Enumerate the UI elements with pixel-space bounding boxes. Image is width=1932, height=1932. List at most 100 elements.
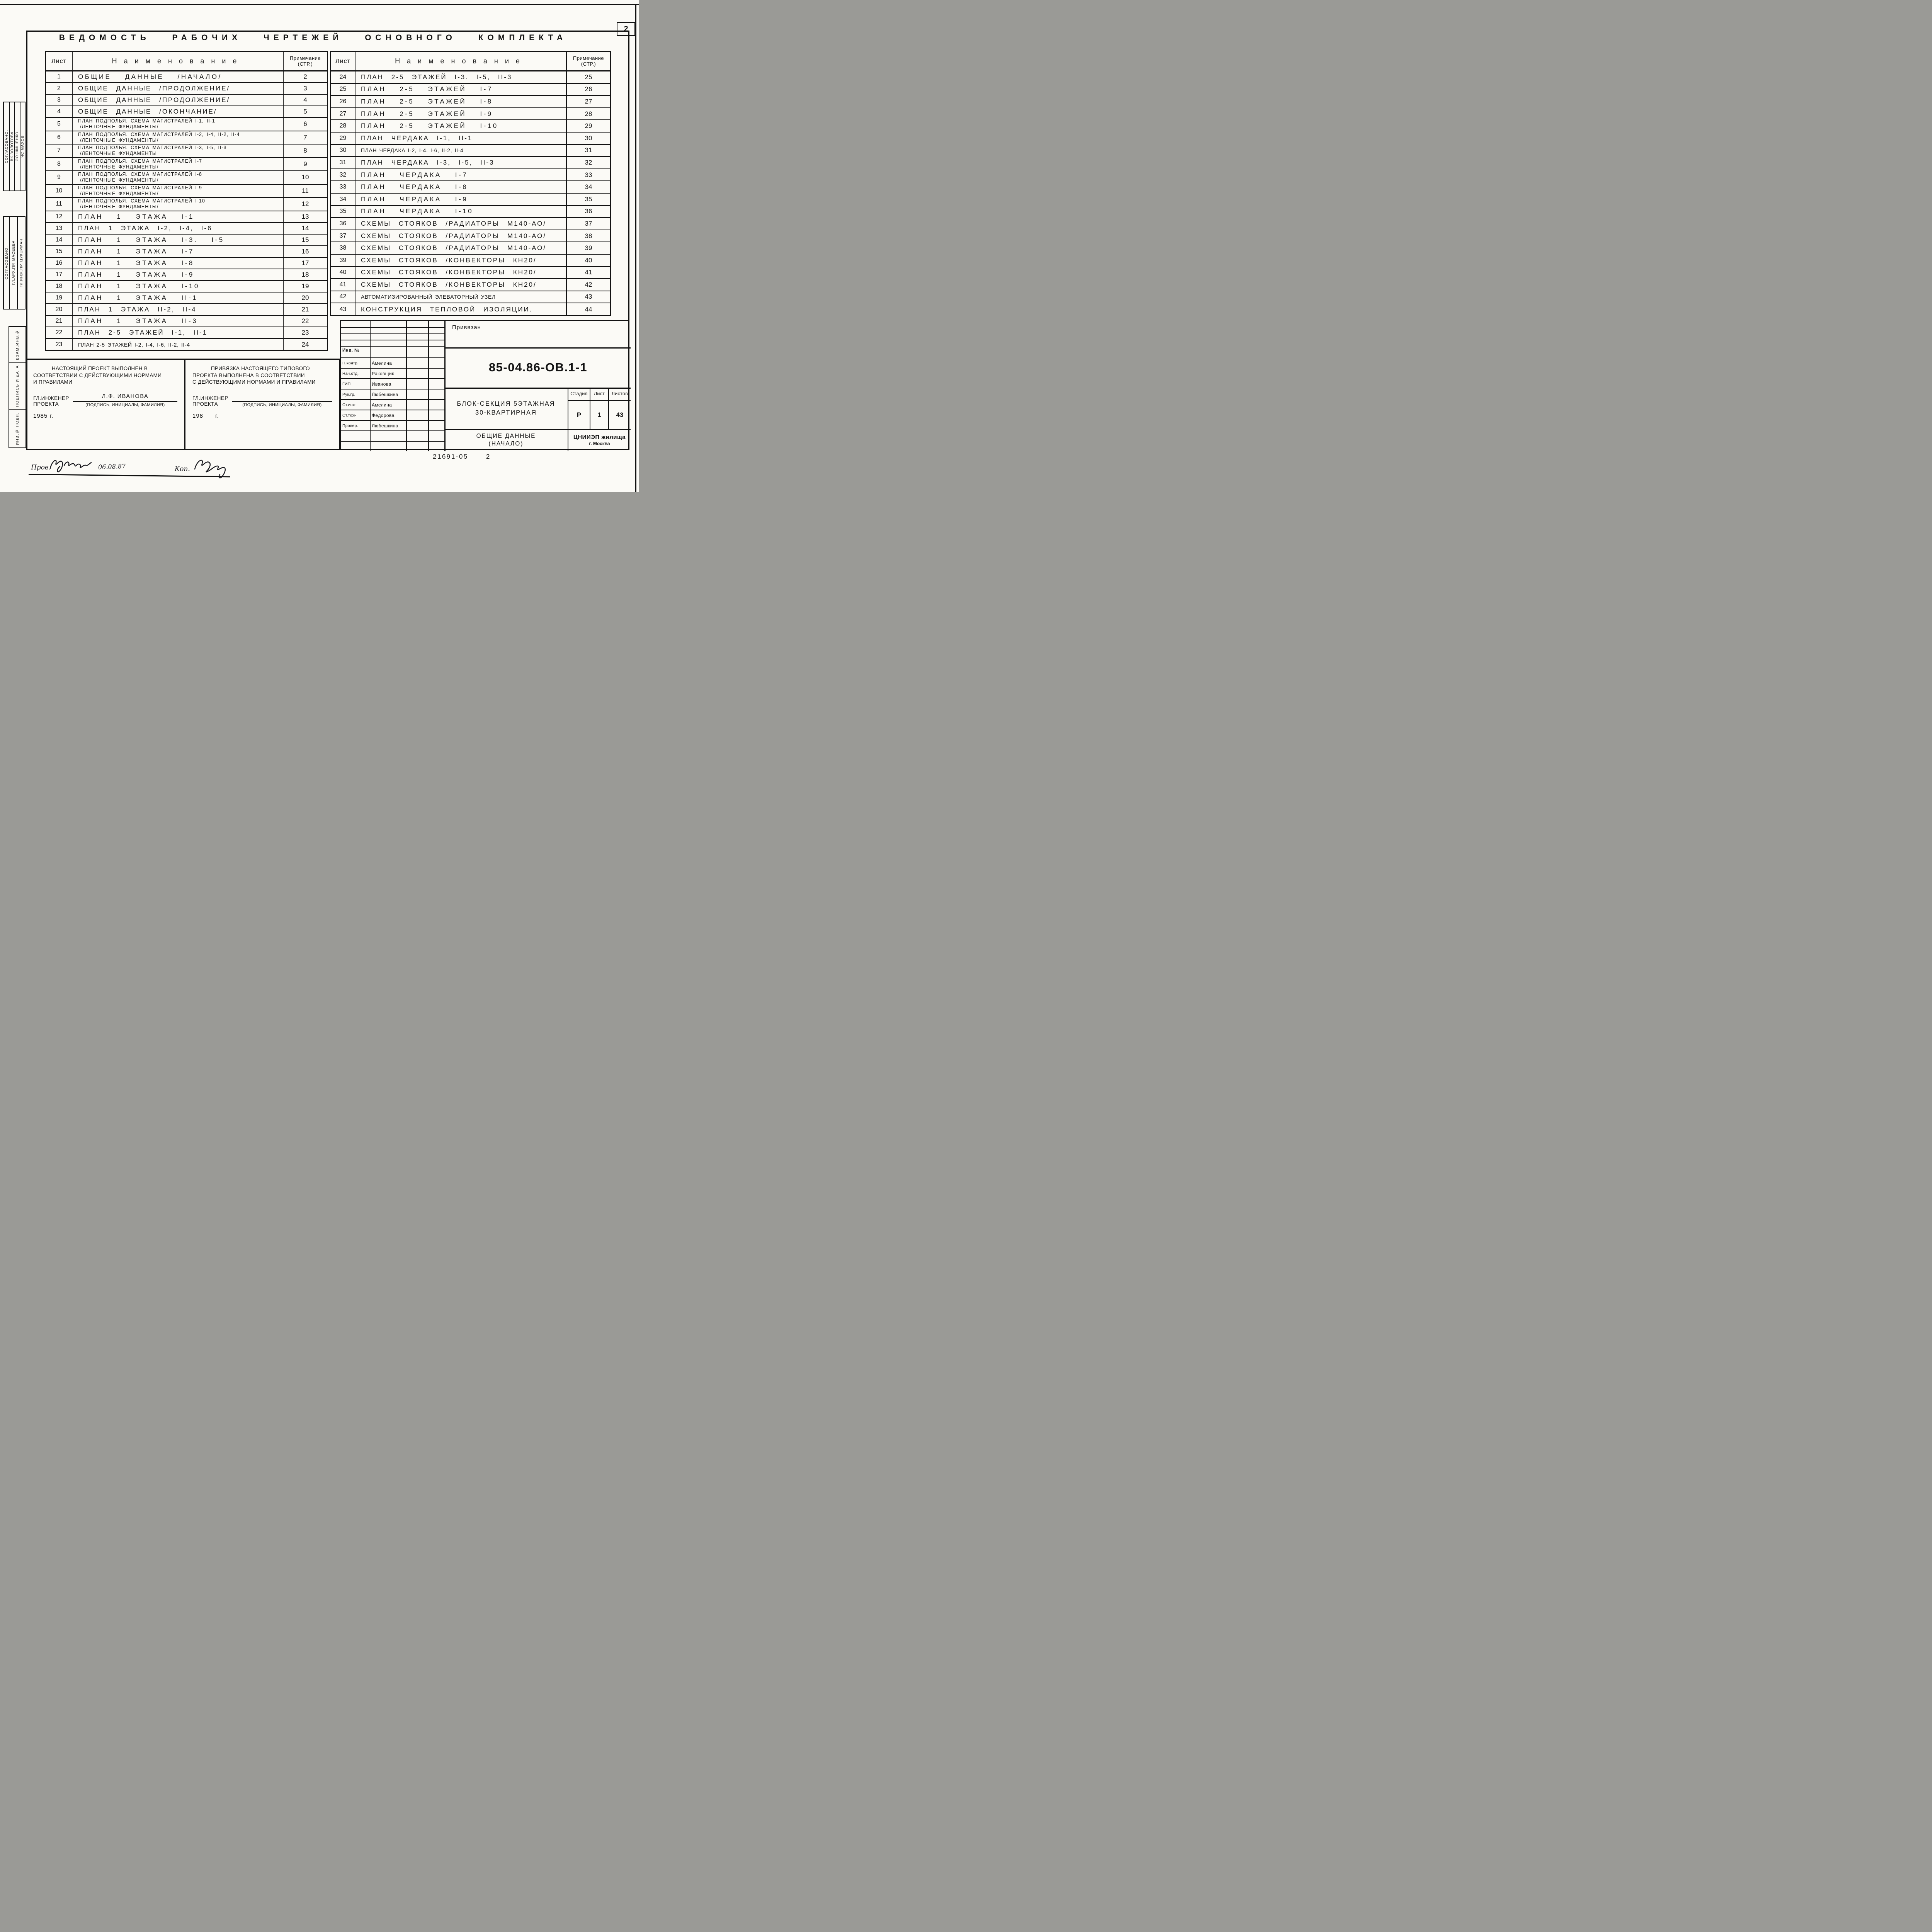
row-name: АВТОМАТИЗИРОВАННЫЙ ЭЛЕВАТОРНЫЙ УЗЕЛ xyxy=(355,291,567,303)
stamp-entry-text: ЧС МАХОВ xyxy=(20,135,25,158)
row-sheet-number: 3 xyxy=(46,95,73,105)
row-note-page: 2 xyxy=(303,73,307,80)
staff-row: Н.контр. Амелина xyxy=(341,358,444,369)
row-name-line1: ПЛАН ПОДПОЛЬЯ. СХЕМА МАГИСТРАЛЕЙ I-8 xyxy=(78,172,202,177)
inventory-number-label: Инв. № xyxy=(342,348,360,353)
row-name: ПЛАН 2-5 ЭТАЖЕЙ I-3. I-5, II-3 xyxy=(355,71,567,83)
row-note-page: 25 xyxy=(585,73,592,81)
row-name: ПЛАН 1 ЭТАЖА I-10 xyxy=(73,281,284,292)
table-row: 29 ПЛАН ЧЕРДАКА I-1, II-1 30 xyxy=(331,132,610,145)
staff-name: Амелина xyxy=(372,360,392,366)
table-row: 37 СХЕМЫ СТОЯКОВ /РАДИАТОРЫ М140-АО/ 38 xyxy=(331,230,610,243)
signature-row: ГЛ.ИНЖЕНЕР ПРОЕКТА Л.Ф. ИВАНОВА (ПОДПИСЬ… xyxy=(33,393,177,407)
row-name-line1: ПЛАН 1 ЭТАЖА II-2, II-4 xyxy=(78,305,197,313)
staff-row: Ст.инж. Амелина xyxy=(341,400,444,410)
sheet-right-border-line xyxy=(635,4,636,492)
table-row: 19 ПЛАН 1 ЭТАЖА II-1 20 xyxy=(46,292,327,304)
table-row: 6 ПЛАН ПОДПОЛЬЯ. СХЕМА МАГИСТРАЛЕЙ I-2, … xyxy=(46,131,327,145)
title-block-line xyxy=(444,347,631,349)
signature-row: ГЛ.ИНЖЕНЕР ПРОЕКТА (ПОДПИСЬ, ИНИЦИАЛЫ, Ф… xyxy=(192,393,332,407)
row-note-page: 44 xyxy=(585,306,592,313)
title-block-line xyxy=(444,429,631,430)
row-name-line1: СХЕМЫ СТОЯКОВ /КОНВЕКТОРЫ КН20/ xyxy=(361,256,537,264)
row-name-line1: ПЛАН ЧЕРДАКА I-2, I-4. I-6, II-2, II-4 xyxy=(361,147,464,154)
table-row: 3 ОБЩИЕ ДАННЫЕ /ПРОДОЛЖЕНИЕ/ 4 xyxy=(46,95,327,106)
row-name-line1: ПЛАН 2-5 ЭТАЖЕЙ I-10 xyxy=(361,122,498,130)
footer-page: 2 xyxy=(486,453,491,460)
row-name: ПЛАН 1 ЭТАЖА I-1 xyxy=(73,211,284,222)
row-name-line1: ПЛАН 2-5 ЭТАЖЕЙ I-1, II-1 xyxy=(78,328,208,336)
table-row: 15 ПЛАН 1 ЭТАЖА I-7 16 xyxy=(46,246,327,258)
table-row: 4 ОБЩИЕ ДАННЫЕ /ОКОНЧАНИЕ/ 5 xyxy=(46,106,327,118)
row-note-page: 7 xyxy=(303,133,307,141)
stamp-entry: ЧС МАХОВ xyxy=(20,102,25,190)
stamp-entry-text: ЭО ШИШЕНКО xyxy=(15,131,20,162)
row-sheet-number: 24 xyxy=(331,71,355,83)
row-name-line1: ПЛАН ЧЕРДАКА I-9 xyxy=(361,195,468,203)
stamp-entries: ВК ЗОЛОТОВА ЭО ШИШЕНКО ЧС МАХОВ xyxy=(10,102,25,190)
row-sheet-number: 10 xyxy=(46,184,73,197)
row-sheet-number: 15 xyxy=(46,246,73,257)
row-name: ПЛАН 2-5 ЭТАЖЕЙ I-9 xyxy=(355,108,567,120)
row-note-page: 38 xyxy=(585,232,592,240)
worklist-table-left: Лист Наименование Примечание (СТР.) 1 ОБ… xyxy=(45,51,328,351)
stage-sheet-header: Стадия Лист Листов xyxy=(568,388,631,401)
row-name: ПЛАН ЧЕРДАКА I-8 xyxy=(355,181,567,193)
table-row: 30 ПЛАН ЧЕРДАКА I-2, I-4. I-6, II-2, II-… xyxy=(331,145,610,157)
stamp-entry: ВК ЗОЛОТОВА xyxy=(10,102,15,190)
organization-name: ЦНИИЭП жилища xyxy=(573,434,626,440)
worklist-rows-right: 24 ПЛАН 2-5 ЭТАЖЕЙ I-3. I-5, II-3 25 25 … xyxy=(331,71,610,315)
row-sheet-number: 28 xyxy=(331,120,355,132)
row-sheet-number: 23 xyxy=(46,338,73,350)
row-name-line1: ПЛАН ПОДПОЛЬЯ. СХЕМА МАГИСТРАЛЕЙ I-2, I-… xyxy=(78,131,240,137)
row-name-line1: ПЛАН ЧЕРДАКА I-7 xyxy=(361,171,468,179)
row-note-page: 35 xyxy=(585,195,592,203)
inventory-stamp-inv: ИНВ.№ ПОДЛ. xyxy=(9,409,26,448)
row-name: СХЕМЫ СТОЯКОВ /КОНВЕКТОРЫ КН20/ xyxy=(355,279,567,291)
row-sheet-number: 27 xyxy=(331,108,355,120)
row-note-page: 32 xyxy=(585,158,592,166)
row-name: ПЛАН ЧЕРДАКА I-10 xyxy=(355,206,567,218)
row-note-page: 43 xyxy=(585,293,592,301)
row-sheet-number: 18 xyxy=(46,281,73,292)
row-note-page: 39 xyxy=(585,244,592,252)
row-name-line1: ПЛАН 1 ЭТАЖА II-3 xyxy=(78,317,198,325)
column-header-note: Примечание (СТР.) xyxy=(573,55,604,67)
column-header-note: Примечание (СТР.) xyxy=(289,55,321,67)
stamp-entry-text: ВК ЗОЛОТОВА xyxy=(10,131,15,162)
handwritten-kop-label: Коп. xyxy=(175,465,190,473)
row-note-page: 12 xyxy=(301,200,309,208)
table-row: 9 ПЛАН ПОДПОЛЬЯ. СХЕМА МАГИСТРАЛЕЙ I-8 /… xyxy=(46,171,327,185)
drawing-frame xyxy=(26,31,629,450)
row-sheet-number: 21 xyxy=(46,315,73,327)
signature-line: (ПОДПИСЬ, ИНИЦИАЛЫ, ФАМИЛИЯ) xyxy=(232,393,332,407)
staff-name: Раковщик xyxy=(372,371,394,376)
sheet-number: 2 xyxy=(624,24,628,33)
signer-name xyxy=(232,393,332,402)
table-row: 20 ПЛАН 1 ЭТАЖА II-2, II-4 21 xyxy=(46,304,327,316)
row-name: ПЛАН 1 ЭТАЖА I-3. I-5 xyxy=(73,234,284,245)
stamp-entry-text: ГЛ.АРХ.ПР. МАСЕЕВА xyxy=(11,240,16,285)
row-name-line1: СХЕМЫ СТОЯКОВ /РАДИАТОРЫ М140-АО/ xyxy=(361,219,547,227)
table-row: 21 ПЛАН 1 ЭТАЖА II-3 22 xyxy=(46,315,327,327)
stamp-entry: ЭО ШИШЕНКО xyxy=(15,102,20,190)
row-note-page: 3 xyxy=(303,85,307,92)
row-note-page: 8 xyxy=(303,147,307,155)
sheet-top-border-line xyxy=(0,4,639,5)
row-name-line1: ПЛАН 2-5 ЭТАЖЕЙ I-9 xyxy=(361,110,493,117)
row-name: КОНСТРУКЦИЯ ТЕПЛОВОЙ ИЗОЛЯЦИИ. xyxy=(355,303,567,315)
table-row: 38 СХЕМЫ СТОЯКОВ /РАДИАТОРЫ М140-АО/ 39 xyxy=(331,242,610,255)
stamp-header-cell: СОГЛАСОВАНО. xyxy=(4,217,10,309)
row-name-line2: /ЛЕНТОЧНЫЕ ФУНДАМЕНТЫ/ xyxy=(80,190,159,196)
organization-city: г. Москва xyxy=(589,440,610,446)
row-sheet-number: 33 xyxy=(331,181,355,193)
row-name: СХЕМЫ СТОЯКОВ /РАДИАТОРЫ М140-АО/ xyxy=(355,242,567,254)
staff-role: Ст.инж. xyxy=(342,402,357,407)
staff-name: Любешкина xyxy=(372,423,398,429)
row-name-line2: /ЛЕНТОЧНЫЕ ФУНДАМЕНТЫ/ xyxy=(80,164,159,170)
document-number: 85-04.86-ОВ.1-1 xyxy=(488,361,588,374)
row-note-page: 42 xyxy=(585,281,592,288)
row-name-line1: ПЛАН ЧЕРДАКА I-1, II-1 xyxy=(361,134,473,142)
staff-role: ГИП xyxy=(342,381,351,386)
row-sheet-number: 40 xyxy=(331,267,355,279)
